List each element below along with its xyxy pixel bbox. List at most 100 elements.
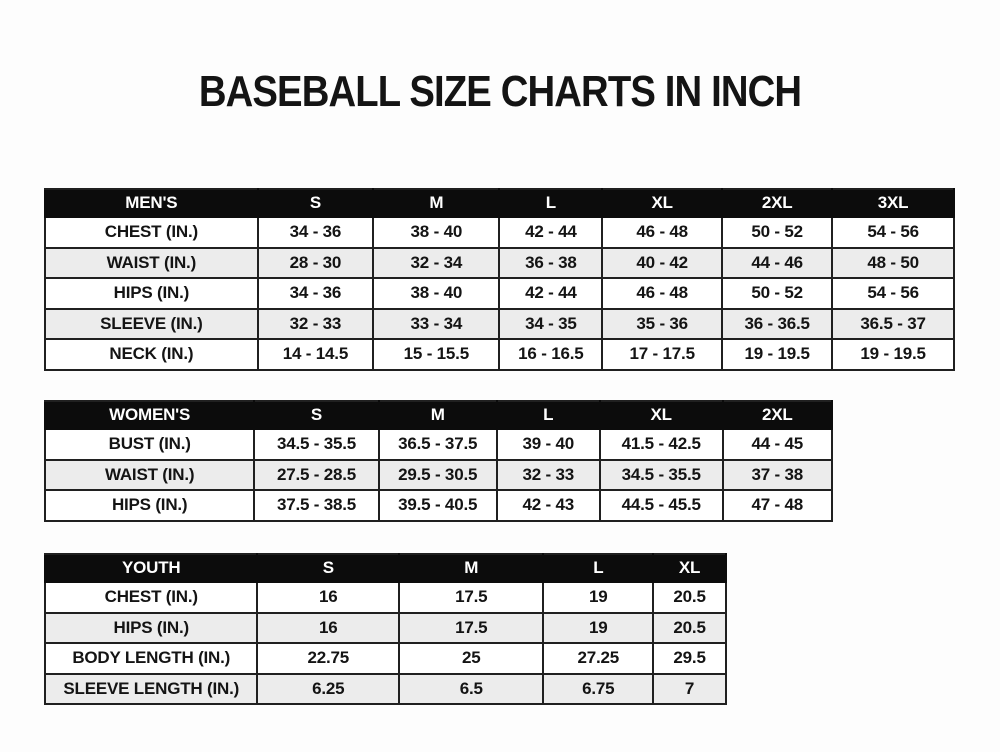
row-label: HIPS (IN.) xyxy=(43,489,256,522)
row-label: WAIST (IN.) xyxy=(44,246,259,279)
size-value-cell: 37 - 38 xyxy=(721,458,834,491)
size-value-cell: 15 - 15.5 xyxy=(372,338,501,371)
row-label: CHEST (IN.) xyxy=(44,216,259,249)
column-header: S xyxy=(256,188,375,218)
size-value-cell: 22.75 xyxy=(256,642,401,675)
size-value-cell: 37.5 - 38.5 xyxy=(253,489,380,522)
size-value-cell: 28 - 30 xyxy=(256,246,375,279)
size-value-cell: 44 - 46 xyxy=(721,246,834,279)
row-label: SLEEVE LENGTH (IN.) xyxy=(43,672,259,705)
page-title: BASEBALL SIZE CHARTS IN INCH xyxy=(198,67,802,116)
size-value-cell: 40 - 42 xyxy=(601,246,724,279)
mens-size-table: MEN'S S M L XL 2XL 3XL CHEST (IN.) 34 - 36 38 - 4… xyxy=(44,188,955,371)
table-row: NECK (IN.) 14 - 14.5 15 - 15.5 16 - 16.5 17 … xyxy=(44,338,955,371)
column-header: L xyxy=(498,188,604,218)
table-title-cell: MEN'S xyxy=(44,188,259,218)
size-value-cell: 32 - 33 xyxy=(495,458,601,491)
size-value-cell: 34.5 - 35.5 xyxy=(598,458,724,491)
size-value-cell: 19 xyxy=(542,611,655,644)
column-header: 2XL xyxy=(721,188,834,218)
size-value-cell: 41.5 - 42.5 xyxy=(598,428,724,461)
table-row: BODY LENGTH (IN.) 22.75 25 27.25 29.5 xyxy=(43,642,727,675)
size-value-cell: 42 - 43 xyxy=(495,489,601,522)
size-value-cell: 34.5 - 35.5 xyxy=(253,428,380,461)
row-label: HIPS (IN.) xyxy=(43,611,259,644)
column-header: XL xyxy=(601,188,724,218)
size-table-grid: WOMEN'S S M L XL 2XL BUST (IN.) 34.5 - 35.5 36.5… xyxy=(43,400,834,522)
size-value-cell: 17 - 17.5 xyxy=(601,338,724,371)
size-value-cell: 6.25 xyxy=(256,672,401,705)
column-header: S xyxy=(253,400,380,430)
column-header: L xyxy=(542,553,655,583)
row-label: BODY LENGTH (IN.) xyxy=(43,642,259,675)
size-value-cell: 47 - 48 xyxy=(721,489,834,522)
size-value-cell: 39 - 40 xyxy=(495,428,601,461)
size-value-cell: 20.5 xyxy=(652,611,727,644)
size-value-cell: 50 - 52 xyxy=(721,277,834,310)
womens-size-table: WOMEN'S S M L XL 2XL BUST (IN.) 34.5 - 35.5 36.5… xyxy=(43,400,834,522)
column-header: XL xyxy=(598,400,724,430)
size-value-cell: 25 xyxy=(398,642,545,675)
table-row: BUST (IN.) 34.5 - 35.5 36.5 - 37.5 39 - 40 4… xyxy=(43,428,834,461)
size-value-cell: 32 - 34 xyxy=(372,246,501,279)
size-value-cell: 6.5 xyxy=(398,672,545,705)
column-header: XL xyxy=(652,553,727,583)
size-value-cell: 54 - 56 xyxy=(831,277,955,310)
size-value-cell: 46 - 48 xyxy=(601,216,724,249)
table-row: WAIST (IN.) 27.5 - 28.5 29.5 - 30.5 32 - 33… xyxy=(43,458,834,491)
table-row: CHEST (IN.) 34 - 36 38 - 40 42 - 44 46 - 48 5… xyxy=(44,216,955,249)
row-label: SLEEVE (IN.) xyxy=(44,307,259,340)
row-label: CHEST (IN.) xyxy=(43,581,259,614)
size-value-cell: 44 - 45 xyxy=(721,428,834,461)
size-value-cell: 34 - 36 xyxy=(256,277,375,310)
size-value-cell: 16 xyxy=(256,581,401,614)
size-value-cell: 16 - 16.5 xyxy=(498,338,604,371)
column-header: 2XL xyxy=(721,400,834,430)
size-value-cell: 36.5 - 37 xyxy=(831,307,955,340)
size-value-cell: 19 - 19.5 xyxy=(721,338,834,371)
size-value-cell: 42 - 44 xyxy=(498,216,604,249)
table-row: HIPS (IN.) 16 17.5 19 20.5 xyxy=(43,611,727,644)
size-value-cell: 14 - 14.5 xyxy=(256,338,375,371)
size-value-cell: 34 - 36 xyxy=(256,216,375,249)
size-value-cell: 39.5 - 40.5 xyxy=(377,489,498,522)
size-value-cell: 19 xyxy=(542,581,655,614)
column-header: M xyxy=(377,400,498,430)
size-value-cell: 29.5 xyxy=(652,642,727,675)
column-header: M xyxy=(372,188,501,218)
size-value-cell: 20.5 xyxy=(652,581,727,614)
table-row: SLEEVE (IN.) 32 - 33 33 - 34 34 - 35 35 - 36… xyxy=(44,307,955,340)
size-value-cell: 54 - 56 xyxy=(831,216,955,249)
size-value-cell: 16 xyxy=(256,611,401,644)
row-label: BUST (IN.) xyxy=(43,428,256,461)
youth-size-table: YOUTH S M L XL CHEST (IN.) 16 17.5 19 20.5 HIPS (I… xyxy=(43,553,727,705)
column-header: S xyxy=(256,553,401,583)
size-value-cell: 17.5 xyxy=(398,611,545,644)
size-value-cell: 7 xyxy=(652,672,727,705)
size-value-cell: 6.75 xyxy=(542,672,655,705)
size-value-cell: 50 - 52 xyxy=(721,216,834,249)
table-title-cell: WOMEN'S xyxy=(43,400,256,430)
table-row: SLEEVE LENGTH (IN.) 6.25 6.5 6.75 7 xyxy=(43,672,727,705)
header-row: MEN'S S M L XL 2XL 3XL xyxy=(44,188,955,218)
row-label: WAIST (IN.) xyxy=(43,458,256,491)
table-title-cell: YOUTH xyxy=(43,553,259,583)
size-value-cell: 46 - 48 xyxy=(601,277,724,310)
size-value-cell: 19 - 19.5 xyxy=(831,338,955,371)
size-value-cell: 17.5 xyxy=(398,581,545,614)
size-value-cell: 33 - 34 xyxy=(372,307,501,340)
size-value-cell: 29.5 - 30.5 xyxy=(377,458,498,491)
header-row: YOUTH S M L XL xyxy=(43,553,727,583)
column-header: M xyxy=(398,553,545,583)
row-label: HIPS (IN.) xyxy=(44,277,259,310)
column-header: L xyxy=(495,400,601,430)
size-value-cell: 36 - 36.5 xyxy=(721,307,834,340)
size-value-cell: 27.5 - 28.5 xyxy=(253,458,380,491)
size-value-cell: 48 - 50 xyxy=(831,246,955,279)
table-row: CHEST (IN.) 16 17.5 19 20.5 xyxy=(43,581,727,614)
size-value-cell: 44.5 - 45.5 xyxy=(598,489,724,522)
size-value-cell: 38 - 40 xyxy=(372,277,501,310)
table-row: HIPS (IN.) 34 - 36 38 - 40 42 - 44 46 - 48 50… xyxy=(44,277,955,310)
column-header: 3XL xyxy=(831,188,955,218)
